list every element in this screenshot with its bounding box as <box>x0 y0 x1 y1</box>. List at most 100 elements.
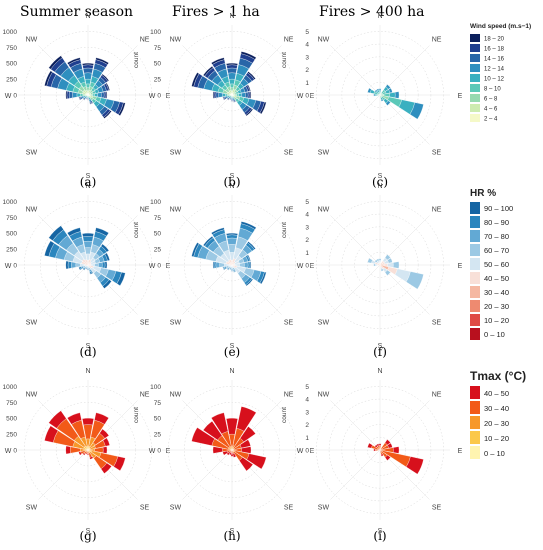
rose-petal-segment <box>78 96 81 101</box>
rose-petal-segment <box>245 278 254 287</box>
y-tick-label: 0 <box>13 93 17 100</box>
rose-petal-segment <box>229 83 235 88</box>
direction-label-n: N <box>85 368 90 375</box>
legend-bin-label: 10 – 12 <box>484 77 505 83</box>
rose-petal-segment <box>227 72 237 80</box>
y-tick-label: 25 <box>154 432 162 439</box>
legend-swatch <box>470 431 480 444</box>
legend-swatch <box>470 84 480 92</box>
column-title-summer: Summer season <box>20 4 133 20</box>
legend-bin-label: 90 – 100 <box>484 204 513 213</box>
y-tick-label: 25 <box>154 247 162 254</box>
rose-petal-segment <box>94 262 99 268</box>
legend-bin-label: 30 – 40 <box>484 288 509 297</box>
grid-spoke <box>182 264 233 315</box>
legend-swatch <box>470 64 480 72</box>
direction-label-ne: NE <box>432 206 442 213</box>
direction-label-s: S <box>378 343 383 350</box>
direction-label-s: S <box>230 528 235 535</box>
rose-petal-segment <box>376 88 380 91</box>
direction-label-s: S <box>230 173 235 180</box>
legend-swatch <box>470 34 480 42</box>
direction-label-nw: NW <box>170 391 182 398</box>
direction-label-nw: NW <box>26 206 38 213</box>
rose-petal-segment <box>231 97 233 100</box>
rose-petal-segment <box>247 241 256 250</box>
rose-petal-segment <box>113 456 126 471</box>
y-tick-label: 1000 <box>3 199 18 206</box>
rose-petal-segment <box>222 93 226 97</box>
direction-label-w: W <box>297 93 304 100</box>
y-axis-label: count <box>281 407 288 423</box>
legend-swatch <box>470 401 480 414</box>
legend-bin-label: 50 – 60 <box>484 260 509 269</box>
y-tick-label: 75 <box>154 400 162 407</box>
rose-petal-segment <box>203 236 214 247</box>
rose-petal-segment <box>100 243 110 253</box>
y-tick-label: 5 <box>305 29 309 36</box>
legend-bin-label: 70 – 80 <box>484 232 509 241</box>
rose-petal-segment <box>89 456 94 460</box>
direction-label-ne: NE <box>284 391 294 398</box>
direction-label-w: W <box>297 448 304 455</box>
direction-label-e: E <box>166 448 171 455</box>
rose-petal-segment <box>71 261 77 269</box>
direction-label-se: SE <box>140 150 150 157</box>
rose-petal-segment <box>203 421 223 441</box>
rose-petal-segment <box>247 261 251 269</box>
rose-petal-segment <box>82 63 94 66</box>
rose-petal-segment <box>92 93 95 97</box>
rose-petal-segment <box>226 233 238 236</box>
y-tick-label: 3 <box>305 224 309 231</box>
legend-title: HR % <box>470 188 496 199</box>
legend-bin-label: 80 – 90 <box>484 218 509 227</box>
rose-petal-segment <box>82 418 94 426</box>
y-tick-label: 1 <box>305 250 309 257</box>
rose-petal-segment <box>222 96 225 101</box>
legend-bin-label: 20 – 30 <box>484 302 509 311</box>
legend-bin-label: 8 – 10 <box>484 87 501 93</box>
direction-label-sw: SW <box>26 320 38 327</box>
legend-swatch <box>470 44 480 52</box>
grid-spoke <box>330 400 381 451</box>
rose-petal-segment <box>374 444 378 448</box>
direction-label-w: W <box>149 93 156 100</box>
legends: Wind speed (m.s−1) 18 – 20 16 – 18 14 – 16 1… <box>470 23 531 459</box>
grid-spoke <box>330 45 381 96</box>
direction-label-s: S <box>86 528 91 535</box>
grid-spoke <box>330 449 381 500</box>
rose-petal-segment <box>103 110 112 119</box>
y-tick-label: 0 <box>157 263 161 270</box>
rose-petal-segment <box>84 247 92 255</box>
rose-petal-segment <box>376 443 380 447</box>
panel-letter-c: (c) <box>372 175 388 189</box>
direction-label-e: E <box>458 93 463 100</box>
direction-label-ne: NE <box>284 206 294 213</box>
direction-label-n: N <box>377 183 382 190</box>
rose-petal-segment <box>67 227 81 237</box>
direction-label-n: N <box>377 368 382 375</box>
legend-bin-label: 10 – 20 <box>484 434 509 443</box>
direction-label-sw: SW <box>170 150 182 157</box>
direction-label-s: S <box>86 343 91 350</box>
rose-petal-segment <box>236 93 239 97</box>
rose-petal-segment <box>72 92 78 98</box>
direction-label-ne: NE <box>284 36 294 43</box>
legend-bin-label: 2 – 4 <box>484 117 498 123</box>
rose-petal-segment <box>67 57 81 65</box>
rose-petal-segment <box>380 268 384 272</box>
rose-panel-g: NNEESESSWWNW02505007501000count <box>3 368 171 535</box>
direction-label-se: SE <box>432 320 442 327</box>
panel-letter-d: (d) <box>79 345 96 359</box>
direction-label-nw: NW <box>170 36 182 43</box>
rose-petal-segment <box>233 270 237 273</box>
legend-1: Wind speed (m.s−1) 18 – 20 16 – 18 14 – 16 1… <box>470 23 531 123</box>
rose-panel-c: N NE E SE S SW W NW 0 1 2 3 4 5 count <box>281 13 463 180</box>
direction-label-w: W <box>5 93 12 100</box>
grid-spoke <box>38 94 89 145</box>
rose-petal-segment <box>238 93 242 97</box>
rose-petal-segment <box>392 261 400 269</box>
direction-label-s: S <box>86 173 91 180</box>
rose-petal-segment <box>213 261 217 269</box>
